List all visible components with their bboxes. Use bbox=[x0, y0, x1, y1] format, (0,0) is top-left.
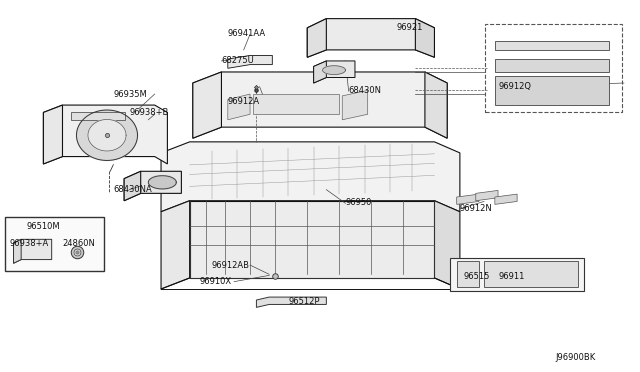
Polygon shape bbox=[495, 194, 517, 204]
Polygon shape bbox=[457, 262, 479, 287]
Polygon shape bbox=[415, 19, 435, 57]
Text: 96935M: 96935M bbox=[113, 90, 147, 99]
Polygon shape bbox=[476, 190, 498, 201]
Text: 96938+B: 96938+B bbox=[129, 108, 168, 117]
Text: 96515: 96515 bbox=[463, 272, 490, 280]
Text: 96941AA: 96941AA bbox=[228, 29, 266, 38]
Text: 68430N: 68430N bbox=[349, 86, 381, 95]
Polygon shape bbox=[193, 72, 221, 138]
Text: 24860N: 24860N bbox=[63, 238, 95, 247]
Text: 96912AB: 96912AB bbox=[212, 260, 250, 270]
Text: 96912N: 96912N bbox=[460, 203, 493, 212]
Text: 96912Q: 96912Q bbox=[498, 82, 531, 91]
Polygon shape bbox=[148, 176, 176, 189]
Text: 96910X: 96910X bbox=[199, 277, 231, 286]
Polygon shape bbox=[228, 55, 272, 68]
Polygon shape bbox=[193, 72, 447, 138]
Polygon shape bbox=[314, 61, 355, 83]
Polygon shape bbox=[13, 239, 52, 263]
Polygon shape bbox=[307, 19, 326, 57]
Bar bbox=[5, 217, 104, 271]
Text: 68430NA: 68430NA bbox=[113, 185, 152, 194]
Polygon shape bbox=[253, 94, 339, 114]
Polygon shape bbox=[88, 119, 126, 151]
Text: 96912A: 96912A bbox=[228, 97, 260, 106]
Polygon shape bbox=[161, 142, 460, 212]
Polygon shape bbox=[425, 72, 447, 138]
Text: 96512P: 96512P bbox=[288, 297, 320, 307]
Polygon shape bbox=[457, 194, 479, 204]
Polygon shape bbox=[257, 297, 326, 307]
Polygon shape bbox=[495, 41, 609, 50]
Polygon shape bbox=[13, 239, 21, 263]
Text: 96911: 96911 bbox=[498, 272, 524, 280]
Polygon shape bbox=[484, 262, 577, 287]
Polygon shape bbox=[161, 201, 189, 289]
Polygon shape bbox=[495, 76, 609, 105]
Polygon shape bbox=[342, 90, 368, 120]
Polygon shape bbox=[228, 94, 250, 120]
Polygon shape bbox=[314, 61, 326, 83]
Polygon shape bbox=[77, 110, 138, 160]
Polygon shape bbox=[495, 59, 609, 72]
Text: J96900BK: J96900BK bbox=[556, 353, 595, 362]
Polygon shape bbox=[44, 105, 168, 164]
Polygon shape bbox=[323, 66, 346, 74]
Text: 96921: 96921 bbox=[396, 23, 422, 32]
Polygon shape bbox=[189, 201, 435, 278]
Text: 96950: 96950 bbox=[346, 198, 372, 207]
Polygon shape bbox=[435, 201, 460, 289]
Text: 96938+A: 96938+A bbox=[10, 238, 49, 247]
Polygon shape bbox=[307, 19, 435, 57]
Polygon shape bbox=[124, 171, 181, 201]
Bar bbox=[451, 258, 584, 291]
Polygon shape bbox=[44, 105, 63, 164]
Bar bbox=[71, 112, 125, 120]
Text: 68275U: 68275U bbox=[221, 57, 254, 65]
Bar bbox=[485, 24, 622, 112]
Polygon shape bbox=[124, 171, 141, 201]
Text: 96510M: 96510M bbox=[27, 222, 60, 231]
